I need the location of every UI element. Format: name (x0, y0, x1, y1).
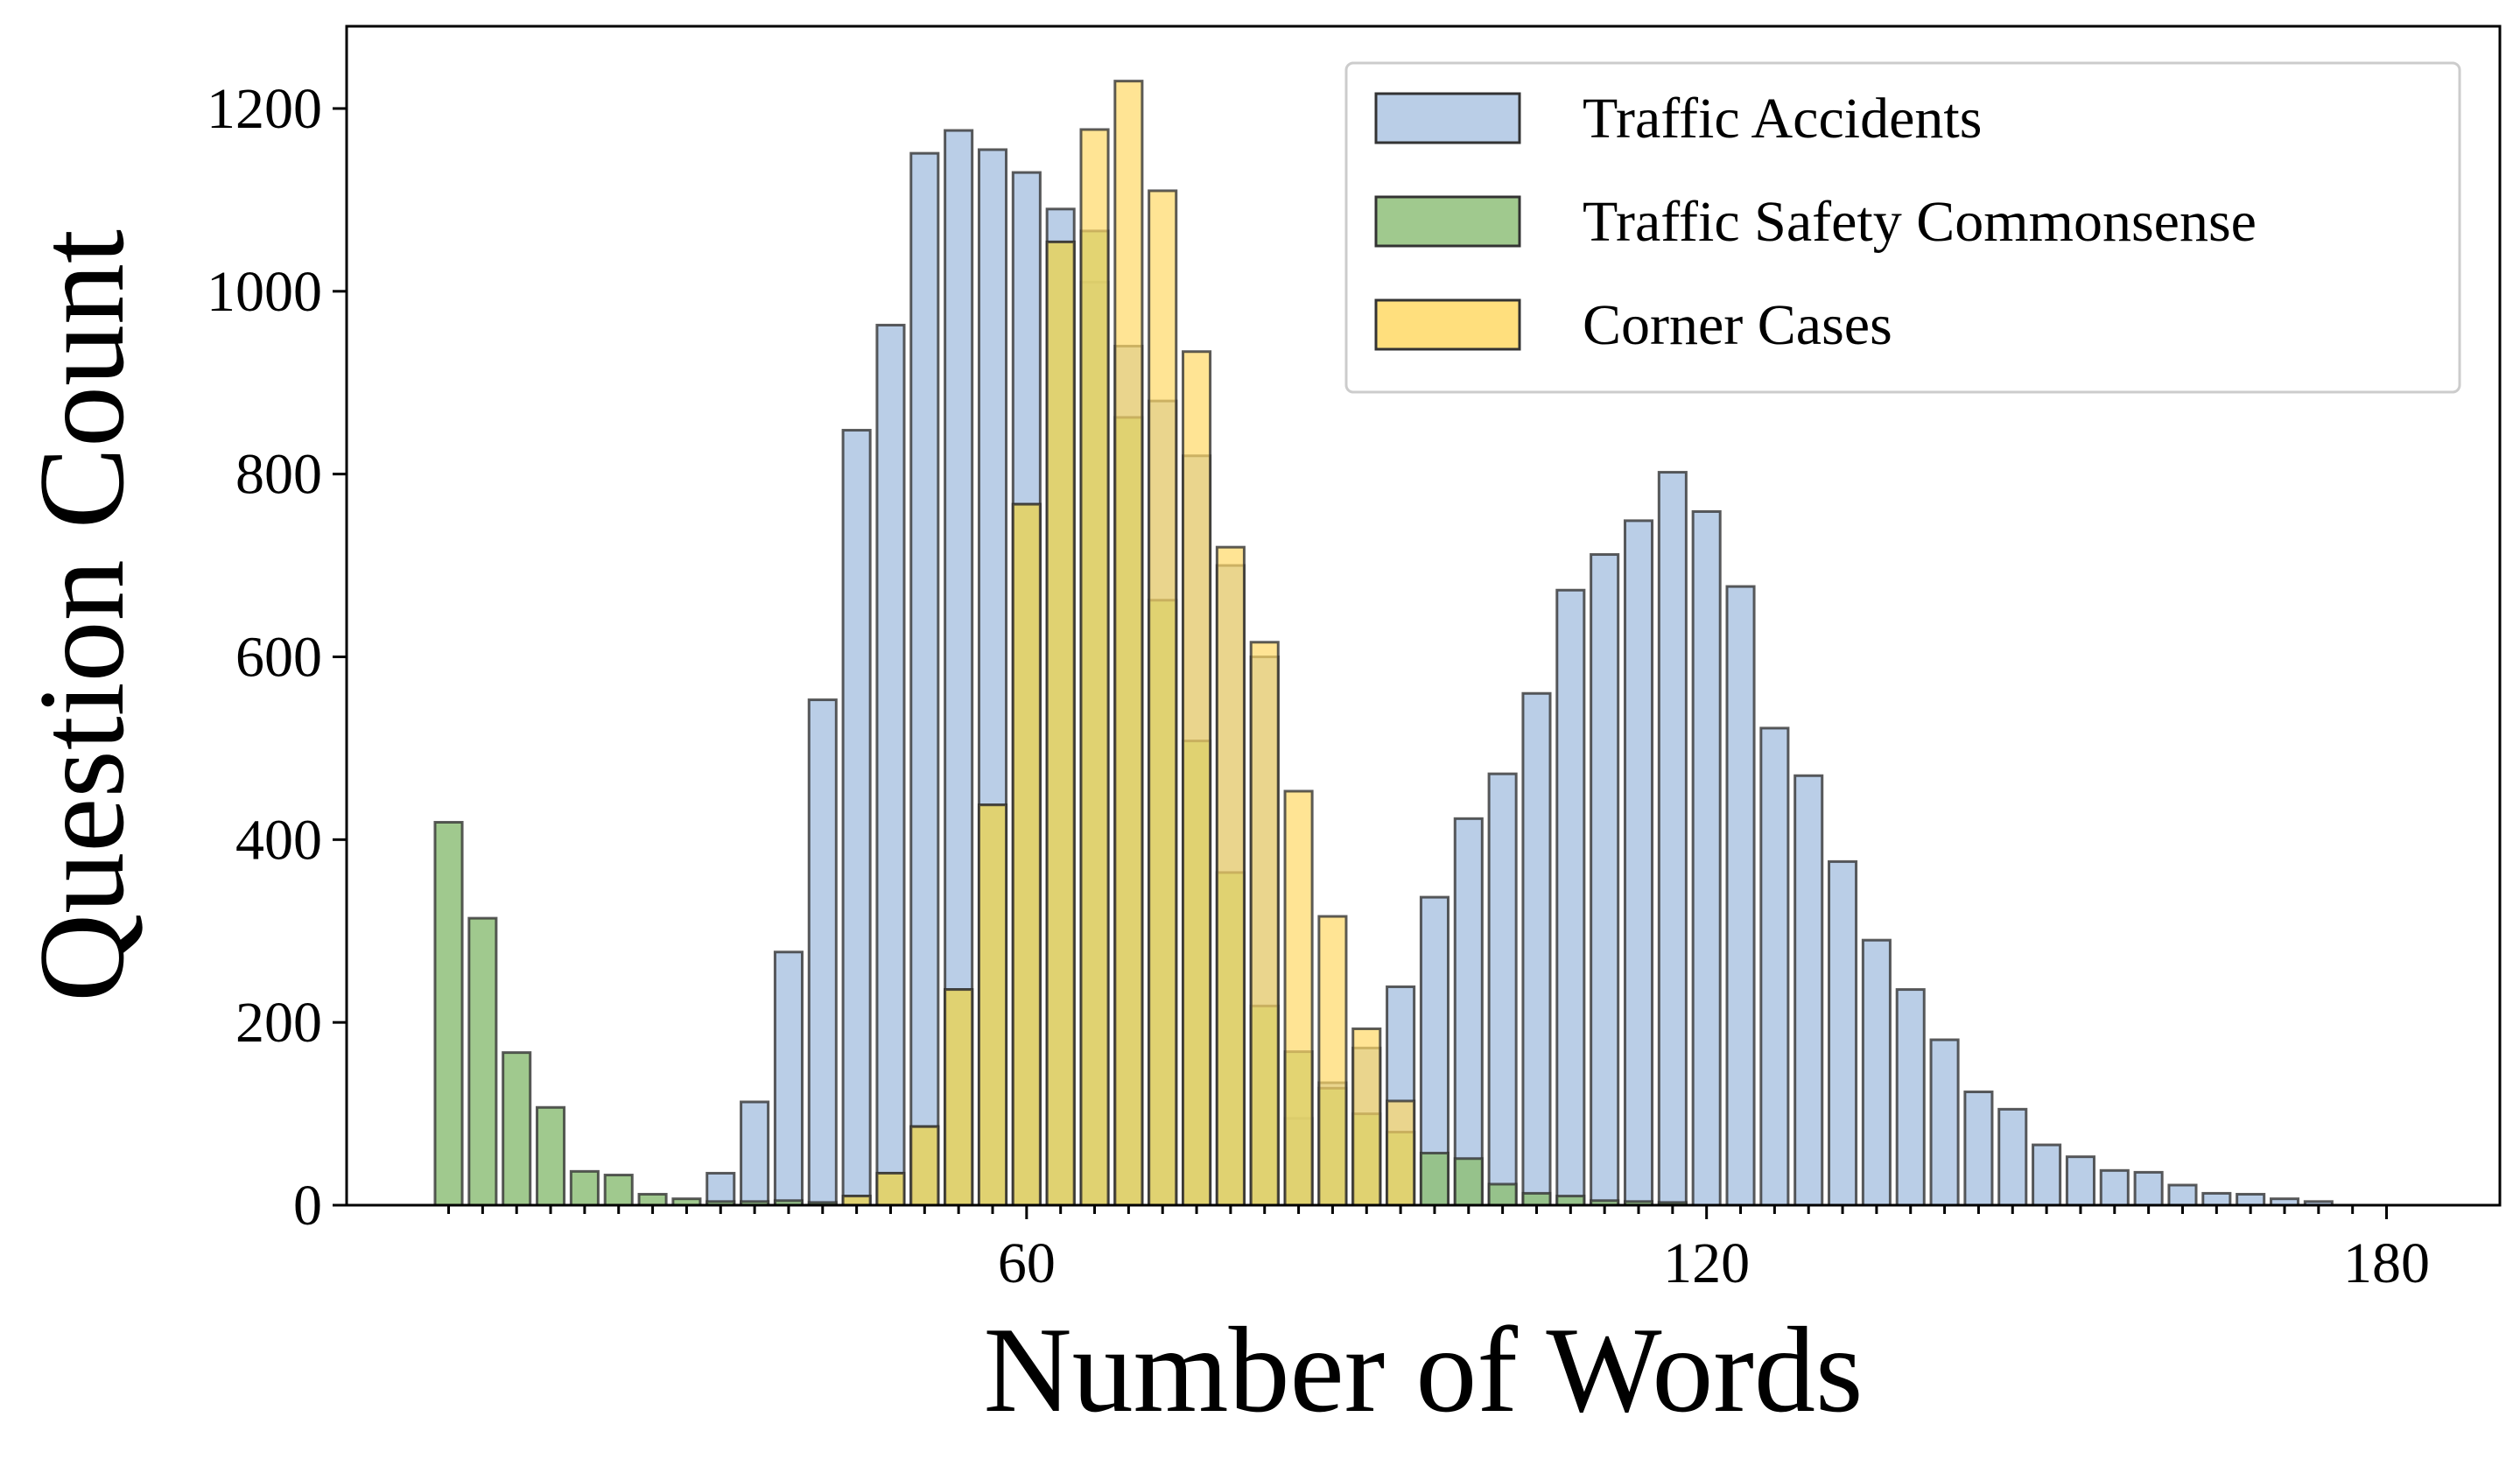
y-tick-label-2: 400 (235, 808, 322, 872)
bar-traffic-accidents-2 (773, 950, 804, 1207)
bar-corner-cases-13 (1283, 789, 1314, 1207)
bar-traffic-accidents-38 (1997, 1107, 2028, 1207)
bar-traffic-safety-commonsense-31 (1487, 1182, 1518, 1207)
x-axis-title: Number of Words (984, 1302, 1864, 1438)
bar-traffic-safety-commonsense-6 (637, 1192, 668, 1207)
bar-traffic-accidents-22 (1453, 817, 1484, 1207)
bar-traffic-accidents-27 (1623, 519, 1654, 1207)
bar-traffic-accidents-23 (1487, 772, 1518, 1207)
bar-traffic-accidents-26 (1590, 553, 1620, 1207)
bar-traffic-accidents-45 (2236, 1192, 2266, 1207)
bar-corner-cases-8 (1113, 80, 1144, 1207)
bar-traffic-accidents-37 (1963, 1091, 1994, 1207)
legend-label-traffic-safety-commonsense: Traffic Safety Commonsense (1583, 190, 2257, 254)
x-tick-label-2: 180 (2343, 1231, 2430, 1295)
bar-traffic-accidents-0 (705, 1171, 736, 1207)
bar-traffic-accidents-28 (1657, 471, 1688, 1207)
bar-traffic-safety-commonsense-4 (569, 1169, 600, 1207)
legend: Traffic Accidents Traffic Safety Commons… (1344, 61, 2461, 394)
bar-corner-cases-4 (977, 803, 1008, 1207)
legend-label-corner-cases: Corner Cases (1583, 293, 1892, 357)
y-tick-label-3: 600 (235, 625, 322, 689)
bar-traffic-safety-commonsense-29 (1419, 1151, 1450, 1207)
bar-corner-cases-14 (1317, 915, 1348, 1207)
legend-label-traffic-accidents: Traffic Accidents (1583, 87, 1982, 151)
bar-traffic-safety-commonsense-3 (536, 1105, 566, 1207)
bar-traffic-accidents-36 (1929, 1038, 1960, 1207)
bar-corner-cases-11 (1215, 545, 1246, 1207)
bar-traffic-accidents-25 (1555, 588, 1586, 1207)
y-tick-label-0: 0 (293, 1174, 322, 1238)
bar-traffic-safety-commonsense-32 (1521, 1191, 1552, 1207)
y-tick-label-1: 200 (235, 991, 322, 1055)
bar-corner-cases-5 (1011, 502, 1042, 1207)
bar-traffic-accidents-30 (1725, 585, 1756, 1207)
bar-corner-cases-3 (944, 988, 974, 1207)
bar-traffic-safety-commonsense-5 (603, 1174, 634, 1207)
bar-corner-cases-1 (875, 1171, 906, 1207)
bar-corner-cases-12 (1249, 641, 1280, 1207)
plot-frame (345, 25, 2502, 1207)
bar-traffic-safety-commonsense-2 (502, 1051, 532, 1207)
bar-traffic-accidents-40 (2065, 1155, 2095, 1207)
bar-traffic-accidents-24 (1521, 691, 1552, 1207)
ticks-layer: 0 200 400 600 800 1000 1200 60 120 180 (207, 77, 2430, 1295)
bar-traffic-accidents-41 (2099, 1168, 2130, 1207)
bar-traffic-accidents-33 (1828, 859, 1858, 1207)
bar-traffic-safety-commonsense-0 (433, 820, 464, 1207)
y-tick-label-6: 1200 (207, 77, 322, 141)
bar-corner-cases-10 (1182, 350, 1212, 1207)
bar-traffic-accidents-43 (2167, 1183, 2198, 1207)
bar-traffic-safety-commonsense-33 (1555, 1195, 1586, 1207)
bar-traffic-accidents-31 (1759, 726, 1790, 1207)
bar-traffic-accidents-39 (2032, 1143, 2062, 1207)
x-tick-label-1: 120 (1663, 1231, 1750, 1295)
bar-traffic-accidents-4 (841, 429, 872, 1207)
bar-corner-cases-9 (1148, 189, 1178, 1207)
legend-swatch-traffic-safety-commonsense (1374, 195, 1521, 248)
bar-traffic-accidents-6 (909, 151, 940, 1207)
bar-traffic-accidents-1 (740, 1100, 770, 1207)
bar-traffic-safety-commonsense-30 (1453, 1157, 1484, 1207)
bar-corner-cases-2 (909, 1125, 940, 1207)
legend-swatch-traffic-accidents (1374, 92, 1521, 144)
bar-traffic-accidents-29 (1691, 509, 1722, 1207)
bar-corner-cases-6 (1045, 240, 1076, 1207)
bar-traffic-safety-commonsense-1 (467, 916, 498, 1207)
bars-layer (433, 80, 2334, 1207)
bar-traffic-accidents-35 (1895, 988, 1926, 1207)
bar-traffic-accidents-32 (1793, 774, 1824, 1207)
bar-corner-cases-7 (1079, 128, 1110, 1207)
bar-traffic-accidents-5 (875, 323, 906, 1207)
y-tick-label-5: 1000 (207, 260, 322, 324)
legend-box (1344, 61, 2461, 394)
bar-traffic-accidents-34 (1861, 938, 1892, 1207)
bar-corner-cases-15 (1351, 1027, 1382, 1207)
y-axis-title: Question Count (14, 229, 150, 1002)
bar-traffic-accidents-3 (807, 698, 838, 1207)
bar-corner-cases-16 (1386, 1099, 1416, 1207)
bar-traffic-accidents-44 (2201, 1191, 2232, 1207)
y-tick-label-4: 800 (235, 443, 322, 507)
x-tick-label-0: 60 (998, 1231, 1056, 1295)
legend-swatch-corner-cases (1374, 298, 1521, 351)
bar-corner-cases-0 (841, 1195, 872, 1207)
bar-traffic-accidents-42 (2133, 1170, 2164, 1207)
